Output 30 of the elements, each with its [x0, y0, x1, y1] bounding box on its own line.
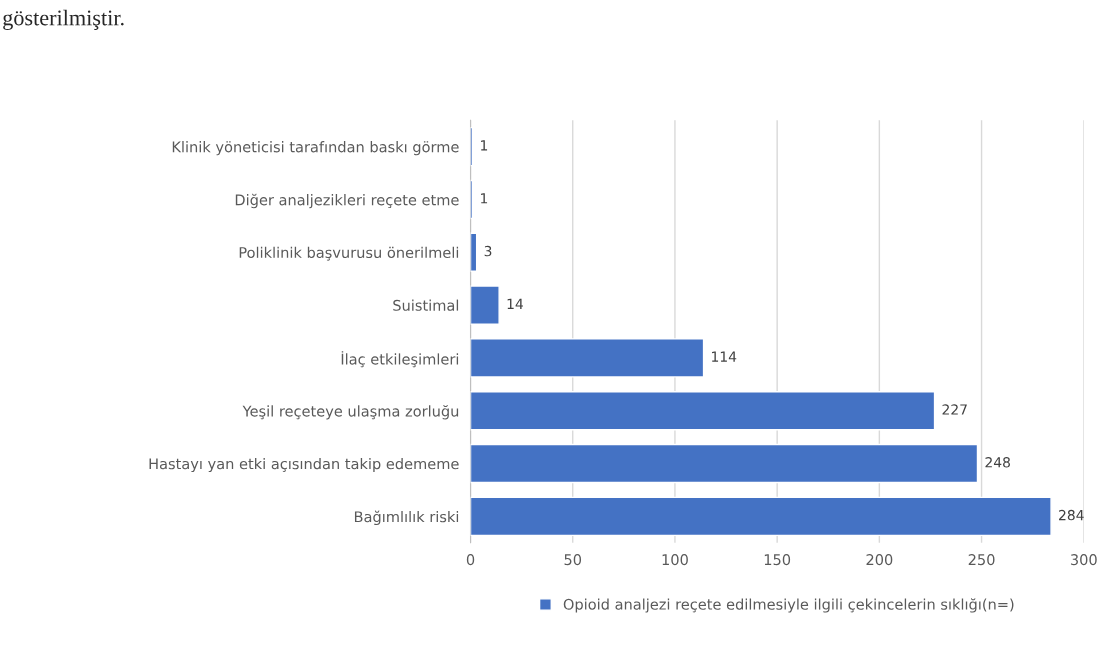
data-label: 227	[942, 404, 967, 415]
x-tick-label: 150	[764, 554, 791, 566]
data-label: 284	[1059, 509, 1084, 521]
y-tick-label: Diğer analjezikleri reçete etme	[235, 193, 459, 209]
data-label: 114	[712, 351, 737, 362]
legend-label: Opioid analjezi reçete edilmesiyle ilgili çekincelerin sıklığı(n=)	[563, 598, 1014, 613]
data-label: 1	[481, 140, 488, 151]
data-label: 14	[507, 298, 523, 309]
x-tick-label: 200	[866, 554, 893, 566]
data-label: 3	[484, 245, 492, 257]
text: gösterilmiştir.	[3, 9, 124, 30]
y-tick-label: Poliklinik başvurusu önerilmeli	[239, 246, 459, 261]
bar	[470, 391, 936, 431]
x-tick-label: 300	[1070, 554, 1097, 566]
y-tick-label: İlaç etkileşimleri	[341, 351, 459, 368]
x-tick-label: 250	[968, 554, 995, 566]
y-tick-label: Yeşil reçeteye ulaşma zorluğu	[242, 404, 459, 420]
bar	[470, 443, 979, 484]
data-label: 1	[481, 193, 488, 204]
x-tick-label: 0	[466, 554, 475, 566]
y-tick-label: Suistimal	[393, 299, 459, 311]
bar	[470, 338, 705, 378]
x-tick-label: 50	[564, 554, 582, 566]
y-tick-label: Bağımlılık riski	[354, 510, 459, 526]
bar	[470, 496, 1052, 537]
y-tick-label: Hastayı yan etki açısından takip edememe	[149, 457, 459, 473]
data-label: 248	[985, 457, 1010, 468]
bar	[470, 285, 500, 325]
y-tick-label: Klinik yöneticisi tarafından baskı görme	[172, 141, 459, 156]
x-tick-label: 100	[662, 554, 688, 566]
